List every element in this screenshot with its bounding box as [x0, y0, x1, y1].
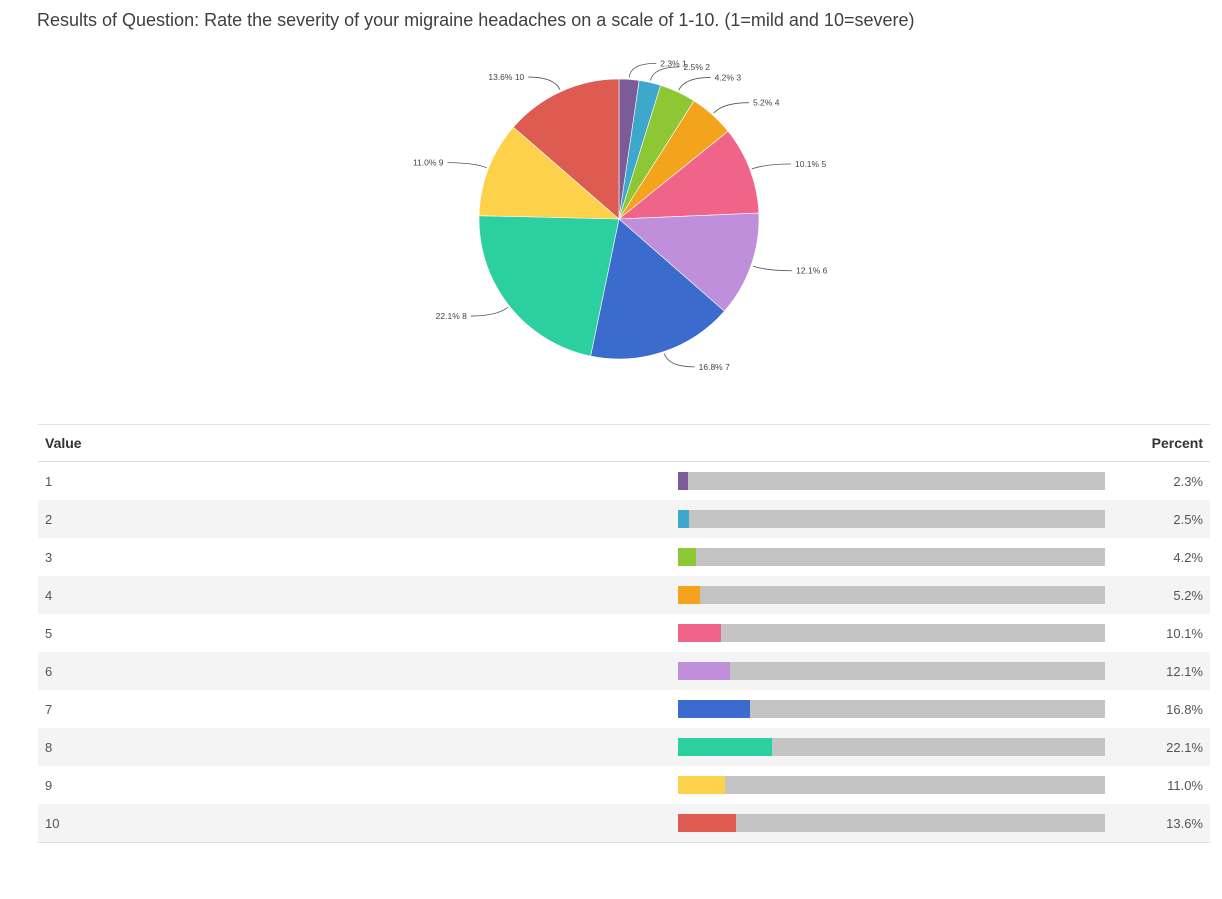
- pie-leader-line-7: [663, 353, 695, 368]
- percent-bar-fill: [678, 548, 696, 566]
- pie-slice-5[interactable]: [618, 130, 760, 220]
- row-value: 8: [45, 739, 53, 755]
- pie-leader-line-5: [751, 163, 791, 170]
- row-percent: 2.5%: [1173, 511, 1203, 527]
- percent-bar-fill: [678, 738, 773, 756]
- row-value: 7: [45, 701, 53, 717]
- row-value: 10: [45, 815, 60, 831]
- percent-bar-track: [678, 472, 1105, 490]
- percent-bar-track: [678, 548, 1105, 566]
- percent-bar-track: [678, 662, 1105, 680]
- row-percent: 12.1%: [1166, 663, 1203, 679]
- pie-leader-line-8: [470, 307, 509, 317]
- percent-bar-fill: [678, 662, 730, 680]
- percent-bar-fill: [678, 472, 688, 490]
- table-row: 4 5.2%: [38, 576, 1210, 614]
- row-percent: 5.2%: [1173, 587, 1203, 603]
- pie-slice-8[interactable]: [478, 215, 620, 357]
- table-row: 6 12.1%: [38, 652, 1210, 690]
- pie-slice-7[interactable]: [590, 218, 725, 360]
- row-percent: 10.1%: [1166, 625, 1203, 641]
- row-value: 6: [45, 663, 53, 679]
- pie-label-8: 22.1% 8: [436, 311, 467, 321]
- row-value: 9: [45, 777, 53, 793]
- row-percent: 13.6%: [1166, 815, 1203, 831]
- percent-bar-fill: [678, 586, 701, 604]
- row-percent: 16.8%: [1166, 701, 1203, 717]
- percent-bar-track: [678, 624, 1105, 642]
- page-title: Results of Question: Rate the severity o…: [37, 10, 915, 30]
- row-percent: 2.3%: [1173, 473, 1203, 489]
- pie-leader-line-6: [752, 265, 793, 272]
- row-value: 5: [45, 625, 53, 641]
- table-row: 10 13.6%: [38, 804, 1210, 842]
- pie-leader-line-2: [650, 66, 680, 81]
- pie-label-5: 10.1% 5: [795, 159, 826, 169]
- percent-bar-fill: [678, 814, 737, 832]
- pie-leader-line-3: [678, 77, 711, 91]
- pie-leader-line-10: [528, 76, 561, 90]
- percent-bar-track: [678, 814, 1105, 832]
- pie-label-6: 12.1% 6: [796, 266, 827, 276]
- table-row: 2 2.5%: [38, 500, 1210, 538]
- pie-label-10: 13.6% 10: [488, 72, 524, 82]
- table-body: 1 2.3% 2 2.5% 3 4.2% 4 5.2% 5 10.1% 6 12.1% 7 16.8% 8 2…: [38, 462, 1210, 842]
- row-percent: 22.1%: [1166, 739, 1203, 755]
- percent-bar-fill: [678, 700, 750, 718]
- pie-leader-line-4: [713, 102, 749, 114]
- row-value: 3: [45, 549, 53, 565]
- table-row: 8 22.1%: [38, 728, 1210, 766]
- percent-bar-fill: [678, 624, 722, 642]
- percent-bar-fill: [678, 776, 725, 794]
- table-row: 5 10.1%: [38, 614, 1210, 652]
- pie-label-7: 16.8% 7: [699, 362, 730, 372]
- pie-label-1: 2.3% 1: [660, 58, 687, 68]
- pie-leader-line-1: [628, 63, 657, 78]
- pie-slice-9[interactable]: [478, 126, 620, 220]
- row-value: 4: [45, 587, 53, 603]
- row-value: 1: [45, 473, 53, 489]
- pie-leader-line-9: [447, 162, 487, 169]
- pie-label-2: 2.5% 2: [684, 62, 711, 72]
- table-row: 9 11.0%: [38, 766, 1210, 804]
- table-header: Value Percent: [38, 425, 1210, 462]
- percent-bar-fill: [678, 510, 689, 528]
- percent-bar-track: [678, 510, 1105, 528]
- pie-label-4: 5.2% 4: [753, 98, 780, 108]
- results-table: Value Percent 1 2.3% 2 2.5% 3 4.2% 4 5.2% 5 10.1%…: [38, 424, 1210, 843]
- pie-slice-10[interactable]: [512, 78, 620, 220]
- row-percent: 4.2%: [1173, 549, 1203, 565]
- percent-bar-track: [678, 738, 1105, 756]
- percent-column-header[interactable]: Percent: [1151, 435, 1203, 451]
- pie-slice-6[interactable]: [618, 212, 760, 312]
- value-column-header[interactable]: Value: [45, 435, 82, 451]
- table-row: 1 2.3%: [38, 462, 1210, 500]
- percent-bar-track: [678, 700, 1105, 718]
- pie-label-9: 11.0% 9: [413, 158, 444, 168]
- pie-chart: 2.3% 1 2.5% 2 4.2% 3 5.2% 4 10.1% 5 12.1% 6 16…: [0, 0, 1222, 410]
- table-row: 7 16.8%: [38, 690, 1210, 728]
- table-row: 3 4.2%: [38, 538, 1210, 576]
- pie-chart-svg: 2.3% 12.5% 2 4.2% 3 5.2% 4 10.1% 5 12.1% 6 16…: [413, 58, 828, 372]
- percent-bar-track: [678, 776, 1105, 794]
- row-percent: 11.0%: [1167, 777, 1203, 793]
- percent-bar-track: [678, 586, 1105, 604]
- pie-label-3: 4.2% 3: [715, 72, 742, 82]
- row-value: 2: [45, 511, 53, 527]
